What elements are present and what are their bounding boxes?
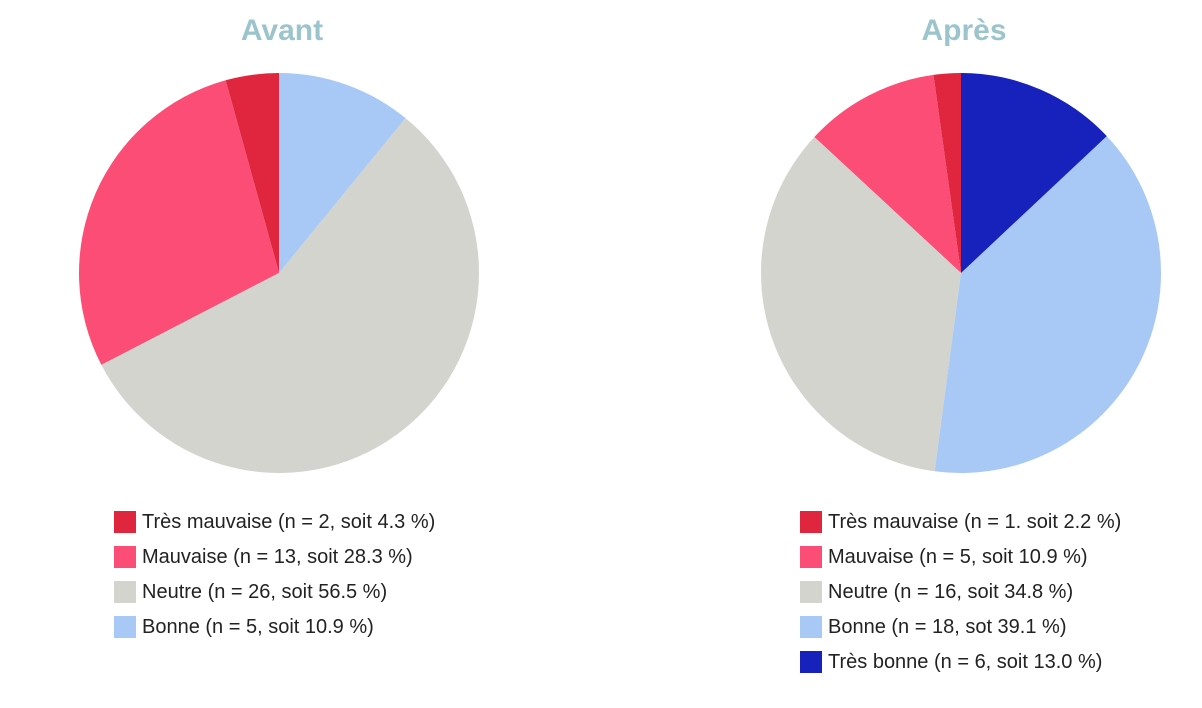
chart-title: Avant [240, 14, 324, 47]
legend-label: Bonne (n = 18, sot 39.1 %) [828, 616, 1067, 638]
legend-item-tres-mauvaise: Très mauvaise (n = 1. soit 2.2 %) [800, 511, 1121, 546]
legend-item-mauvaise: Mauvaise (n = 13, soit 28.3 %) [114, 546, 435, 581]
legend-label: Très mauvaise (n = 2, soit 4.3 %) [142, 511, 436, 533]
legend-label: Mauvaise (n = 5, soit 10.9 %) [828, 546, 1088, 568]
legend-item-tres-bonne: Très bonne (n = 6, soit 13.0 %) [800, 651, 1121, 686]
pie-slice-mauvaise [78, 80, 279, 365]
legend-label: Mauvaise (n = 13, soit 28.3 %) [142, 546, 413, 568]
pie-slice-tres-mauvaise [225, 73, 279, 273]
legend-swatch [800, 581, 822, 603]
pie-plot-apres [761, 73, 1161, 473]
legend-item-bonne: Bonne (n = 18, sot 39.1 %) [800, 616, 1121, 651]
pie-slice-bonne [279, 73, 406, 273]
legend-apres: Très mauvaise (n = 1. soit 2.2 %) Mauvais… [800, 511, 1121, 686]
legend-label: Neutre (n = 16, soit 34.8 %) [828, 581, 1074, 603]
pie-slice-neutre [761, 137, 961, 472]
legend-swatch [800, 616, 822, 638]
legend-label: Neutre (n = 26, soit 56.5 %) [142, 581, 388, 603]
legend-swatch [114, 581, 136, 603]
legend-swatch [800, 546, 822, 568]
pie-plot-avant [78, 73, 479, 473]
legend-label: Bonne (n = 5, soit 10.9 %) [142, 616, 374, 638]
legend-item-tres-mauvaise: Très mauvaise (n = 2, soit 4.3 %) [114, 511, 435, 546]
legend-swatch [800, 511, 822, 533]
legend-label: Très bonne (n = 6, soit 13.0 %) [828, 651, 1103, 673]
pie-slice-neutre [101, 118, 479, 473]
legend-avant: Très mauvaise (n = 2, soit 4.3 %) Mauvais… [114, 511, 435, 651]
pie-slice-bonne [934, 136, 1161, 473]
legend-item-bonne: Bonne (n = 5, soit 10.9 %) [114, 616, 435, 651]
legend-swatch [114, 546, 136, 568]
legend-label: Très mauvaise (n = 1. soit 2.2 %) [828, 511, 1122, 533]
pie-slice-tres-bonne [961, 73, 1107, 273]
legend-item-mauvaise: Mauvaise (n = 5, soit 10.9 %) [800, 546, 1121, 581]
legend-item-neutre: Neutre (n = 16, soit 34.8 %) [800, 581, 1121, 616]
chart-title: Après [921, 14, 1007, 47]
legend-item-neutre: Neutre (n = 26, soit 56.5 %) [114, 581, 435, 616]
legend-swatch [114, 511, 136, 533]
pie-slice-mauvaise [814, 74, 961, 273]
legend-swatch [114, 616, 136, 638]
legend-swatch [800, 651, 822, 673]
pie-slice-tres-mauvaise [933, 73, 961, 273]
